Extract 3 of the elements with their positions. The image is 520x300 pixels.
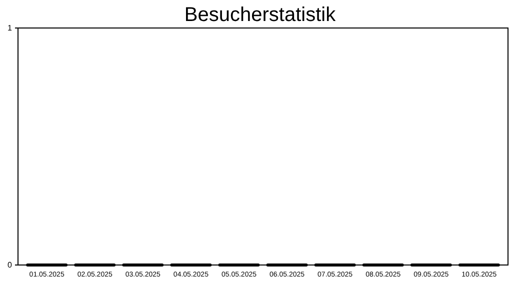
y-tick-label: 0 [8, 260, 13, 270]
chart-title: Besucherstatistik [184, 4, 337, 26]
y-tick-label: 1 [8, 24, 13, 33]
